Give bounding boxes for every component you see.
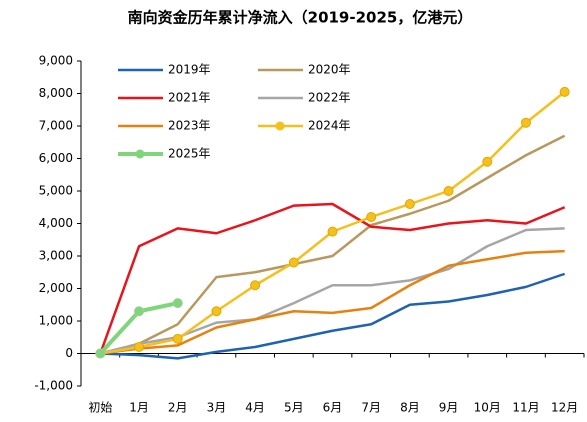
series-line bbox=[100, 272, 566, 360]
y-tick-label: 4,000 bbox=[39, 216, 73, 230]
legend-label: 2019年 bbox=[168, 63, 211, 77]
point bbox=[172, 298, 183, 309]
point bbox=[250, 280, 261, 291]
legend-label: 2020年 bbox=[308, 63, 351, 77]
point bbox=[366, 212, 377, 222]
series-line bbox=[99, 202, 566, 354]
point bbox=[134, 306, 145, 317]
x-tick-label: 1月 bbox=[129, 401, 149, 415]
x-tick-label: 6月 bbox=[323, 401, 343, 415]
series-line bbox=[100, 134, 566, 355]
y-tick-label: 6,000 bbox=[39, 151, 73, 165]
y-tick-label: 3,000 bbox=[39, 249, 73, 263]
chart-title: 南向资金历年累计净流入（2019-2025，亿港元） bbox=[128, 9, 473, 27]
point bbox=[211, 306, 222, 317]
x-tick-label: 12月 bbox=[551, 401, 578, 415]
x-tick-label: 9月 bbox=[439, 401, 459, 415]
legend-label: 2024年 bbox=[308, 119, 351, 133]
y-tick-label: 0 bbox=[65, 346, 73, 360]
legend-marker bbox=[135, 149, 145, 159]
point bbox=[134, 342, 145, 352]
series-line bbox=[100, 249, 565, 355]
y-tick-label: 5,000 bbox=[39, 184, 73, 198]
x-tick-label: 10月 bbox=[474, 401, 501, 415]
x-tick-label: 2月 bbox=[168, 401, 188, 415]
point bbox=[559, 86, 570, 97]
x-tick-label: 5月 bbox=[284, 401, 304, 415]
y-tick-label: -1,000 bbox=[34, 379, 73, 393]
point bbox=[404, 199, 415, 209]
legend-label: 2023年 bbox=[168, 119, 211, 133]
y-tick-label: 9,000 bbox=[39, 54, 73, 68]
y-tick-label: 7,000 bbox=[39, 119, 73, 133]
legend-marker bbox=[275, 121, 285, 131]
x-tick-label: 8月 bbox=[400, 401, 420, 415]
y-tick-label: 8,000 bbox=[39, 86, 73, 100]
point bbox=[443, 186, 454, 196]
x-tick-label: 7月 bbox=[361, 401, 381, 415]
y-tick-label: 2,000 bbox=[39, 281, 73, 295]
legend-label: 2025年 bbox=[168, 147, 211, 161]
point bbox=[172, 333, 183, 344]
x-tick-label: 3月 bbox=[207, 401, 227, 415]
point bbox=[95, 348, 106, 359]
y-tick-label: 1,000 bbox=[39, 314, 73, 328]
series-line bbox=[100, 227, 565, 355]
x-tick-label: 4月 bbox=[245, 401, 265, 415]
point bbox=[327, 226, 338, 237]
x-tick-label: 初始 bbox=[88, 401, 112, 415]
point bbox=[520, 117, 531, 128]
legend-label: 2021年 bbox=[168, 91, 211, 105]
point bbox=[288, 257, 299, 268]
x-tick-label: 11月 bbox=[512, 401, 539, 415]
point bbox=[482, 156, 493, 167]
legend-label: 2022年 bbox=[308, 91, 351, 105]
